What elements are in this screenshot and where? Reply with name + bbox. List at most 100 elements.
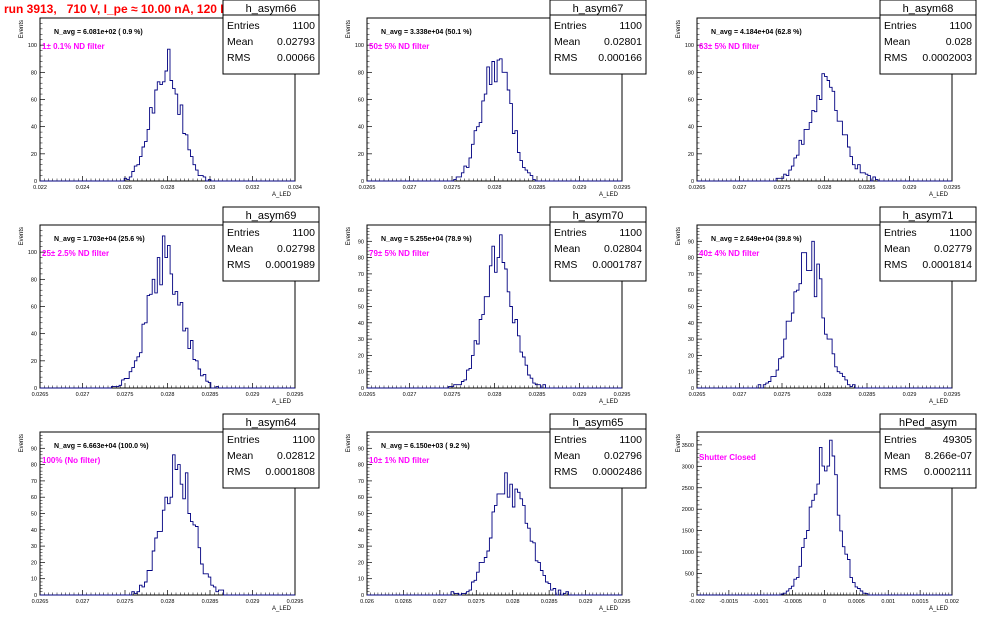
y-tick-label: 30 (358, 337, 364, 343)
x-tick-label: 0.029 (246, 392, 260, 398)
stat-value-entries: 1100 (619, 20, 642, 32)
histogram-series (40, 48, 295, 182)
x-tick-label: 0.029 (573, 392, 587, 398)
x-tick-label: 0.028 (488, 185, 502, 191)
y-tick-label: 500 (685, 572, 694, 578)
x-tick-label: -0.0015 (720, 599, 739, 605)
histogram-panel: 0.026 0.0265 0.027 0.0275 0.028 0.0285 0.029 0.… (346, 413, 647, 612)
y-tick-label: 20 (358, 560, 364, 566)
stat-value-entries: 1100 (292, 227, 315, 239)
x-tick-label: 0.029 (903, 392, 917, 398)
x-tick-label: 0.0295 (944, 392, 961, 398)
y-tick-label: 60 (31, 495, 37, 501)
stat-value-rms: 0.0001808 (265, 466, 315, 478)
y-tick-label: 30 (688, 337, 694, 343)
x-tick-label: 0.0275 (468, 599, 485, 605)
filter-annotation: 10± 1% ND filter (369, 456, 429, 465)
stat-value-mean: 0.02801 (604, 36, 642, 48)
x-tick-label: 0.0265 (359, 185, 376, 191)
stat-label: Entries (884, 20, 917, 32)
histogram-series (367, 234, 622, 389)
stats-box (549, 0, 647, 75)
stat-value-entries: 1100 (292, 20, 315, 32)
y-tick-label: 2500 (682, 486, 694, 492)
y-tick-label: 10 (688, 370, 694, 376)
x-tick-label: 0.028 (818, 392, 832, 398)
x-tick-label: 0.0295 (614, 185, 631, 191)
stats-box (222, 206, 320, 282)
stat-value-rms: 0.0002111 (924, 466, 972, 478)
y-tick-label: 0 (361, 179, 364, 185)
y-tick-label: 1000 (682, 550, 694, 556)
histogram-series (697, 439, 952, 596)
filter-annotation: 40± 4% ND filter (699, 249, 759, 258)
stat-label: Mean (554, 450, 580, 462)
y-axis-label: Events (676, 227, 682, 245)
x-tick-label: 0.001 (881, 599, 895, 605)
histogram-series (40, 454, 295, 596)
y-axis-label: Events (676, 20, 682, 38)
y-tick-label: 30 (31, 544, 37, 550)
y-tick-label: 60 (688, 98, 694, 104)
histogram-series (367, 472, 622, 596)
y-tick-label: 80 (31, 277, 37, 283)
stat-label: Mean (227, 243, 253, 255)
y-tick-label: 70 (358, 272, 364, 278)
n-avg-label: N_avg = 6.081e+02 ( 0.9 %) (54, 29, 143, 36)
histogram-name: h_asym67 (573, 3, 624, 15)
x-tick-label: 0.026 (118, 185, 132, 191)
stat-value-entries: 1100 (292, 434, 315, 446)
y-tick-label: 3000 (682, 464, 694, 470)
stat-label: Mean (884, 243, 910, 255)
y-tick-label: 40 (31, 332, 37, 338)
histogram-name: h_asym66 (246, 3, 297, 15)
x-tick-label: 0.0295 (287, 392, 304, 398)
x-tick-label: 0.028 (506, 599, 520, 605)
stat-label: Entries (884, 434, 917, 446)
y-tick-label: 40 (31, 125, 37, 131)
x-tick-label: 0.03 (205, 185, 216, 191)
x-tick-label: 0.027 (733, 185, 747, 191)
stat-label: RMS (884, 259, 907, 271)
y-tick-label: 0 (34, 593, 37, 599)
histogram-panel: 0.0265 0.027 0.0275 0.028 0.0285 0.029 0.0295A… (19, 413, 320, 612)
x-axis-label: A_LED (272, 606, 292, 612)
stat-value-mean: 0.028 (946, 36, 972, 48)
stat-label: RMS (884, 466, 907, 478)
stat-label: Entries (227, 434, 260, 446)
x-tick-label: 0.0285 (859, 392, 876, 398)
stats-box (879, 0, 977, 75)
histogram-panel: 0.0265 0.027 0.0275 0.028 0.0285 0.029 0.0295A… (346, 206, 647, 405)
x-tick-label: 0.0295 (614, 392, 631, 398)
stat-label: Entries (884, 227, 917, 239)
n-avg-label: N_avg = 5.255e+04 (78.9 %) (381, 236, 472, 243)
stat-label: Entries (554, 434, 587, 446)
y-tick-label: 90 (358, 446, 364, 452)
y-tick-label: 20 (31, 359, 37, 365)
histogram-panel: -0.002 -0.0015 -0.001 -0.0005 0 0.0005 0.001 0.… (676, 413, 977, 612)
y-tick-label: 0 (34, 386, 37, 392)
x-axis-label: A_LED (272, 399, 292, 405)
stat-label: RMS (554, 466, 577, 478)
filter-annotation: Shutter Closed (699, 453, 756, 462)
stat-label: Entries (227, 227, 260, 239)
x-tick-label: 0.0275 (117, 392, 134, 398)
x-tick-label: 0.002 (945, 599, 959, 605)
y-tick-label: 20 (358, 353, 364, 359)
y-tick-label: 100 (685, 43, 694, 49)
x-tick-label: 0.024 (76, 185, 90, 191)
y-tick-label: 100 (28, 250, 37, 256)
n-avg-label: N_avg = 6.663e+04 (100.0 %) (54, 443, 149, 450)
stat-label: RMS (554, 52, 577, 64)
y-tick-label: 30 (358, 544, 364, 550)
x-tick-label: 0.0285 (529, 392, 546, 398)
y-axis-label: Events (19, 20, 25, 38)
x-axis-label: A_LED (272, 192, 292, 198)
x-tick-label: 0.0265 (395, 599, 412, 605)
x-tick-label: 0.0265 (689, 392, 706, 398)
y-tick-label: 60 (31, 98, 37, 104)
x-tick-label: 0.028 (488, 392, 502, 398)
stat-value-mean: 8.266e-07 (925, 450, 972, 462)
x-tick-label: 0.028 (161, 599, 175, 605)
